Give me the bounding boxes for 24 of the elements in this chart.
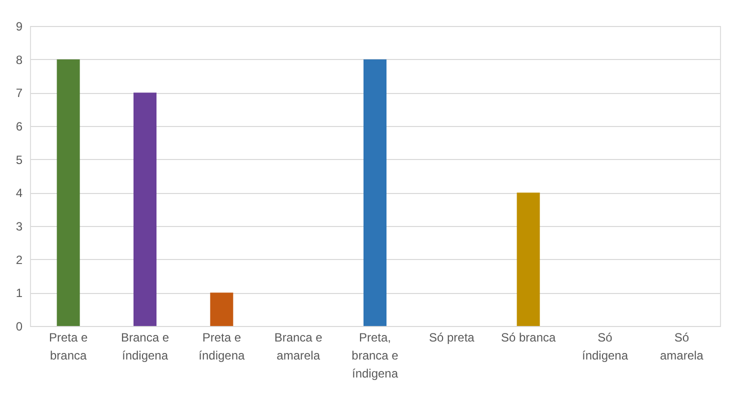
x-tick-label: Preta e índigena: [198, 330, 246, 362]
x-tick-label: Só preta: [428, 330, 475, 344]
y-tick-label: 8: [16, 52, 23, 67]
x-tick-label: Preta e branca: [48, 330, 88, 362]
y-tick-label: 6: [16, 120, 23, 134]
x-tick-label: Branca e índigena: [120, 330, 170, 362]
bar: [210, 292, 234, 326]
y-tick-label: 7: [16, 86, 23, 100]
y-tick-label: 9: [16, 20, 23, 34]
y-tick-label: 5: [16, 152, 23, 167]
bar: [364, 59, 386, 326]
x-tick-label: Só branca: [500, 330, 556, 344]
y-tick-label: 2: [16, 252, 23, 267]
y-tick-label: 0: [16, 320, 23, 334]
bar: [56, 59, 80, 326]
bar: [134, 92, 156, 326]
x-tick-label: Só índigena: [582, 330, 628, 362]
x-tick-label: Só amarela: [660, 330, 704, 362]
y-tick-label: 4: [16, 186, 23, 200]
y-tick-label: 1: [16, 286, 23, 300]
x-tick-label: Branca e amarela: [274, 330, 323, 362]
bar: [516, 192, 540, 326]
y-tick-label: 3: [16, 220, 23, 234]
x-tick-label: Preta, branca e índigena: [352, 330, 399, 380]
